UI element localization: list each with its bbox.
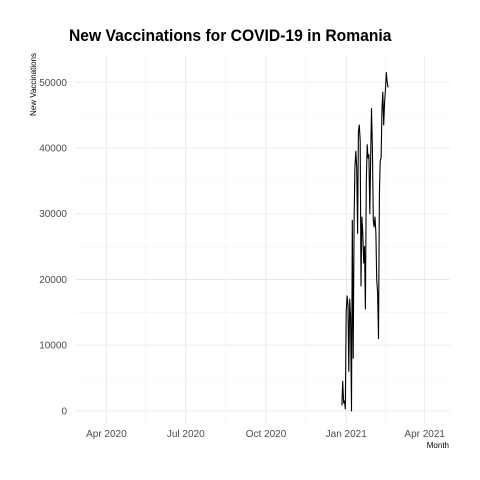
y-tick-label: 40000 bbox=[39, 144, 67, 155]
series-line bbox=[342, 72, 388, 411]
x-axis-ticks: Apr 2020 Jul 2020 Oct 2020 Jan 2021 Apr 2021 bbox=[86, 429, 445, 440]
y-axis-title: New Vaccinations bbox=[29, 53, 38, 116]
x-tick-label: Jan 2021 bbox=[326, 429, 368, 440]
grid bbox=[75, 56, 450, 424]
x-tick-label: Jul 2020 bbox=[167, 429, 205, 440]
y-axis-ticks: 0 10000 20000 30000 40000 50000 bbox=[39, 78, 67, 418]
x-axis-title: Month bbox=[427, 441, 449, 450]
y-tick-label: 30000 bbox=[39, 209, 67, 220]
y-tick-label: 10000 bbox=[39, 341, 67, 352]
x-tick-label: Apr 2020 bbox=[86, 429, 127, 440]
y-tick-label: 0 bbox=[61, 406, 67, 417]
y-tick-label: 50000 bbox=[39, 78, 67, 89]
x-tick-label: Apr 2021 bbox=[404, 429, 445, 440]
y-tick-label: 20000 bbox=[39, 275, 67, 286]
x-tick-label: Oct 2020 bbox=[246, 429, 287, 440]
